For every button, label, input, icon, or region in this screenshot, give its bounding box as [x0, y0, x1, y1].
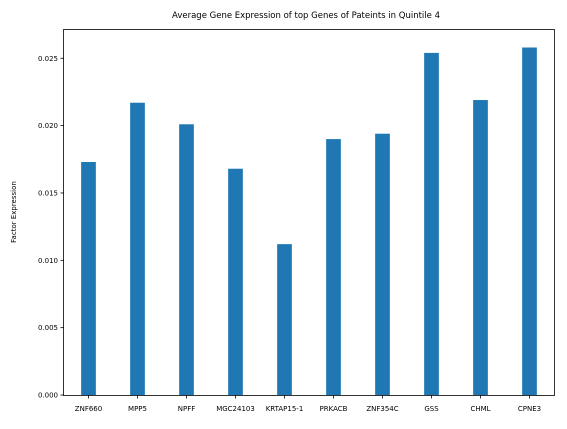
bar-mgc24103: [228, 168, 243, 395]
y-tick-label: 0.020: [38, 122, 58, 130]
bar-prkacb: [326, 139, 341, 395]
chart-title: Average Gene Expression of top Genes of …: [172, 11, 440, 21]
y-tick-label: 0.015: [38, 189, 58, 197]
x-tick-label: ZNF354C: [366, 405, 398, 413]
y-axis-title: Factor Expression: [10, 181, 18, 243]
x-tick-label: MPP5: [128, 405, 147, 413]
bar-znf660: [81, 161, 96, 395]
bar-mpp5: [130, 102, 145, 395]
x-tick-label: CPNE3: [518, 405, 541, 413]
bar-chml: [473, 100, 488, 395]
y-tick-label: 0.010: [38, 257, 58, 265]
y-tick-label: 0.025: [38, 55, 58, 63]
plot-frame: [63, 29, 555, 396]
x-tick-label: ZNF660: [75, 405, 102, 413]
bar-cpne3: [522, 47, 537, 395]
bar-znf354c: [375, 133, 390, 395]
x-axis-ticks: ZNF660 MPP5 NPFF MGC24103 KRTAP15-1 PRKACB ZNF…: [75, 395, 541, 413]
x-tick-label: KRTAP15-1: [266, 405, 304, 413]
x-tick-label: NPFF: [178, 405, 196, 413]
x-tick-label: MGC24103: [216, 405, 255, 413]
y-tick-label: 0.000: [38, 392, 58, 400]
bars-group: [81, 47, 537, 396]
x-tick-label: CHML: [470, 405, 490, 413]
y-axis-ticks: 0.000 0.005 0.010 0.015 0.020 0.025: [38, 55, 64, 400]
bar-gss: [424, 52, 439, 396]
bar-krtap15-1: [277, 244, 292, 395]
x-tick-label: GSS: [424, 405, 439, 413]
y-tick-label: 0.005: [38, 324, 58, 332]
bar-npff: [179, 124, 194, 395]
x-tick-label: PRKACB: [320, 405, 348, 413]
